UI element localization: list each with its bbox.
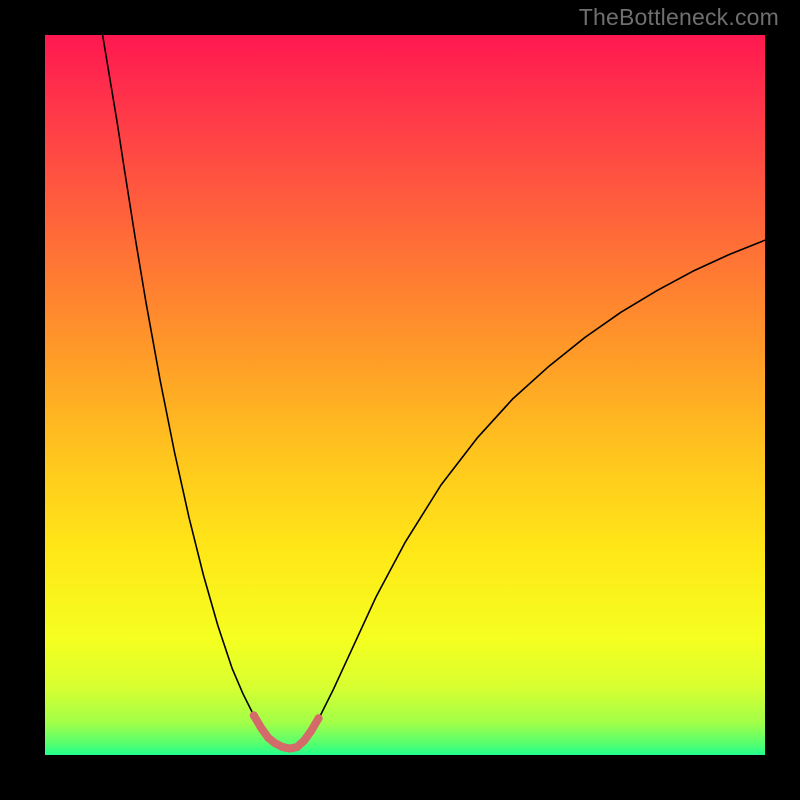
chart-svg bbox=[45, 35, 765, 755]
bottom-marker-dot bbox=[250, 711, 258, 719]
watermark-text: TheBottleneck.com bbox=[579, 4, 779, 31]
bottom-marker-dot bbox=[257, 724, 265, 732]
bottom-marker-dot bbox=[307, 727, 315, 735]
bottom-marker-dot bbox=[279, 743, 287, 751]
bottom-marker-dot bbox=[300, 737, 308, 745]
bottom-marker-dot bbox=[271, 739, 279, 747]
canvas: TheBottleneck.com bbox=[0, 0, 800, 800]
gradient-background bbox=[45, 35, 765, 755]
bottom-marker-dot bbox=[315, 714, 323, 722]
plot-area bbox=[45, 35, 765, 755]
bottom-marker-dot bbox=[264, 734, 272, 742]
bottom-marker-dot bbox=[286, 745, 294, 753]
bottom-marker-dot bbox=[293, 743, 301, 751]
